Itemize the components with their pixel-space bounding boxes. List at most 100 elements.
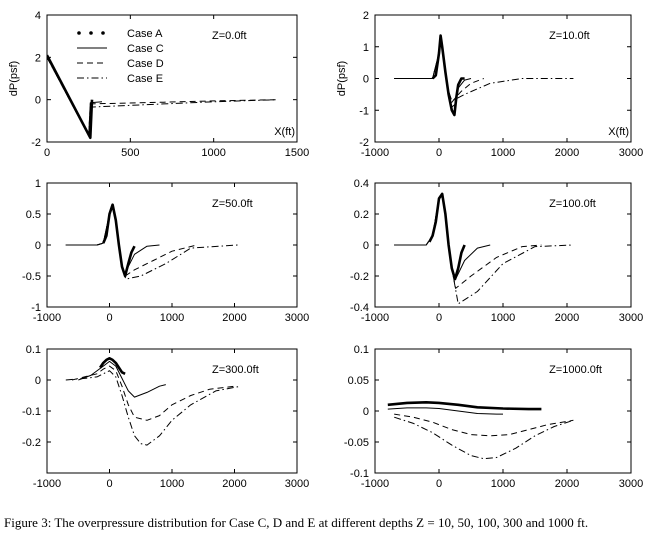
x-tick-label: 2000: [555, 312, 579, 324]
x-tick-label: 2000: [222, 478, 246, 490]
x-tick-label: -1000: [361, 478, 389, 490]
y-tick-label: -0.2: [350, 271, 369, 283]
y-tick-label: 0.1: [354, 344, 369, 356]
series-line-case-e: [65, 370, 241, 446]
y-tick-label: 0: [363, 74, 369, 86]
legend-marker: [77, 31, 81, 35]
series-line-case-e: [394, 39, 574, 102]
x-tick-label: 1000: [491, 312, 515, 324]
y-axis-label: dP(psf): [336, 61, 348, 96]
series-line-case-d: [71, 365, 235, 421]
series-line-case-a: [99, 356, 126, 375]
series-line-case-e: [394, 193, 574, 305]
figure: 0 500 1000 1500-2024Z=0.0ftX(ft)dP(psf)Case…: [8, 10, 643, 490]
y-tick-label: 4: [35, 10, 41, 22]
y-tick-label: -0.05: [344, 437, 369, 449]
subplot-2: -1000 0 1000 2000 3000 -2 -1 0 1 2 Z=10.0ft X(ft) dP…: [336, 10, 643, 159]
subplot-1: 0 500 1000 1500-2024Z=0.0ftX(ft)dP(psf)Case…: [8, 10, 309, 159]
x-tick-label: 2000: [555, 147, 579, 159]
x-tick-label: 0: [106, 312, 112, 324]
y-tick-label: 0.05: [348, 375, 369, 387]
y-tick-label: 0.5: [26, 209, 41, 221]
series-line-case-e: [394, 416, 574, 460]
x-tick-label: 0: [436, 478, 442, 490]
series-line-case-a: [387, 400, 542, 411]
series-line-case-d: [394, 413, 574, 437]
depth-annotation: Z=300.0ft: [212, 364, 259, 376]
series-line-case-c: [394, 193, 491, 280]
y-tick-label: -1: [31, 302, 41, 314]
plot-frame: [46, 14, 298, 143]
series-line-case-a: [47, 54, 94, 140]
series-line-case-a: [428, 192, 466, 281]
x-tick-label: 3000: [619, 312, 643, 324]
plot-frame: [46, 348, 298, 474]
series-line-case-c: [78, 360, 166, 398]
y-tick-label: -0.1: [22, 406, 41, 418]
y-tick-label: 1: [35, 178, 41, 190]
depth-annotation: Z=10.0ft: [549, 30, 590, 42]
x-tick-label: 0: [44, 147, 50, 159]
subplot-4: -1000 0 1000 2000 3000 -0.4 -0.2 0 0.2 0.4 Z=100.0…: [350, 178, 643, 324]
x-tick-label: 2000: [222, 312, 246, 324]
series-line-case-e: [65, 204, 238, 280]
y-tick-label: 0.1: [26, 344, 41, 356]
y-tick-label: -0.4: [350, 302, 369, 314]
y-tick-label: -1: [359, 105, 369, 117]
series-line-case-a: [102, 203, 136, 278]
y-tick-label: 0.2: [354, 209, 369, 221]
x-tick-label: 500: [121, 147, 139, 159]
x-tick-label: 1000: [160, 478, 184, 490]
legend-marker: [89, 31, 93, 35]
y-tick-label: 0: [363, 240, 369, 252]
x-tick-label: 0: [436, 312, 442, 324]
y-tick-label: -2: [31, 137, 41, 149]
depth-annotation: Z=0.0ft: [212, 30, 247, 42]
y-tick-label: 0.4: [354, 178, 369, 190]
x-axis-label: X(ft): [608, 126, 629, 138]
x-tick-label: 1500: [285, 147, 309, 159]
y-tick-label: -0.5: [22, 271, 41, 283]
legend-marker: [101, 31, 105, 35]
x-axis-label: X(ft): [274, 126, 295, 138]
x-tick-label: 1000: [160, 312, 184, 324]
depth-annotation: Z=50.0ft: [212, 198, 253, 210]
x-tick-label: -1000: [361, 312, 389, 324]
series-line-case-e: [47, 57, 278, 137]
legend-label: Case E: [127, 73, 163, 85]
x-tick-label: 3000: [619, 478, 643, 490]
x-tick-label: -1000: [361, 147, 389, 159]
x-tick-label: 0: [436, 147, 442, 159]
y-axis-label: dP(psf): [8, 61, 20, 96]
y-tick-label: 1: [363, 42, 369, 54]
y-tick-label: 0: [35, 95, 41, 107]
depth-annotation: Z=100.0ft: [549, 198, 596, 210]
series-line-case-c: [387, 407, 503, 415]
y-tick-label: 0: [35, 240, 41, 252]
legend-label: Case D: [127, 58, 164, 70]
x-tick-label: -1000: [33, 478, 61, 490]
y-tick-label: -0.1: [350, 468, 369, 480]
series-line-case-a: [431, 34, 465, 117]
x-tick-label: 0: [106, 478, 112, 490]
y-tick-label: 0: [35, 375, 41, 387]
depth-annotation: Z=1000.0ft: [549, 364, 602, 376]
series-line-case-d: [394, 193, 542, 289]
legend-label: Case C: [127, 43, 164, 55]
y-tick-label: -2: [359, 137, 369, 149]
x-tick-label: 3000: [619, 147, 643, 159]
y-tick-label: 2: [363, 10, 369, 22]
y-tick-label: -0.2: [22, 437, 41, 449]
x-tick-label: 2000: [555, 478, 579, 490]
x-tick-label: 3000: [285, 478, 309, 490]
legend: Case A Case C Case D Case E: [77, 28, 164, 85]
series-line-case-d: [65, 204, 198, 277]
x-tick-label: 3000: [285, 312, 309, 324]
y-tick-label: 2: [35, 52, 41, 64]
figure-caption: Figure 3: The overpressure distribution …: [4, 515, 589, 530]
subplot-6: -1000 0 1000 2000 3000 -0.1 -0.05 0 0.05 0.1 Z=100…: [344, 344, 643, 490]
subplot-5: -1000 0 1000 2000 3000 -0.2 -0.1 0 0.1 Z=300.0ft: [22, 344, 309, 490]
subplot-3: -1000 0 1000 2000 3000 -1 -0.5 0 0.5 1 Z=50.0ft: [22, 178, 309, 324]
x-tick-label: 1000: [491, 478, 515, 490]
legend-label: Case A: [127, 28, 163, 40]
